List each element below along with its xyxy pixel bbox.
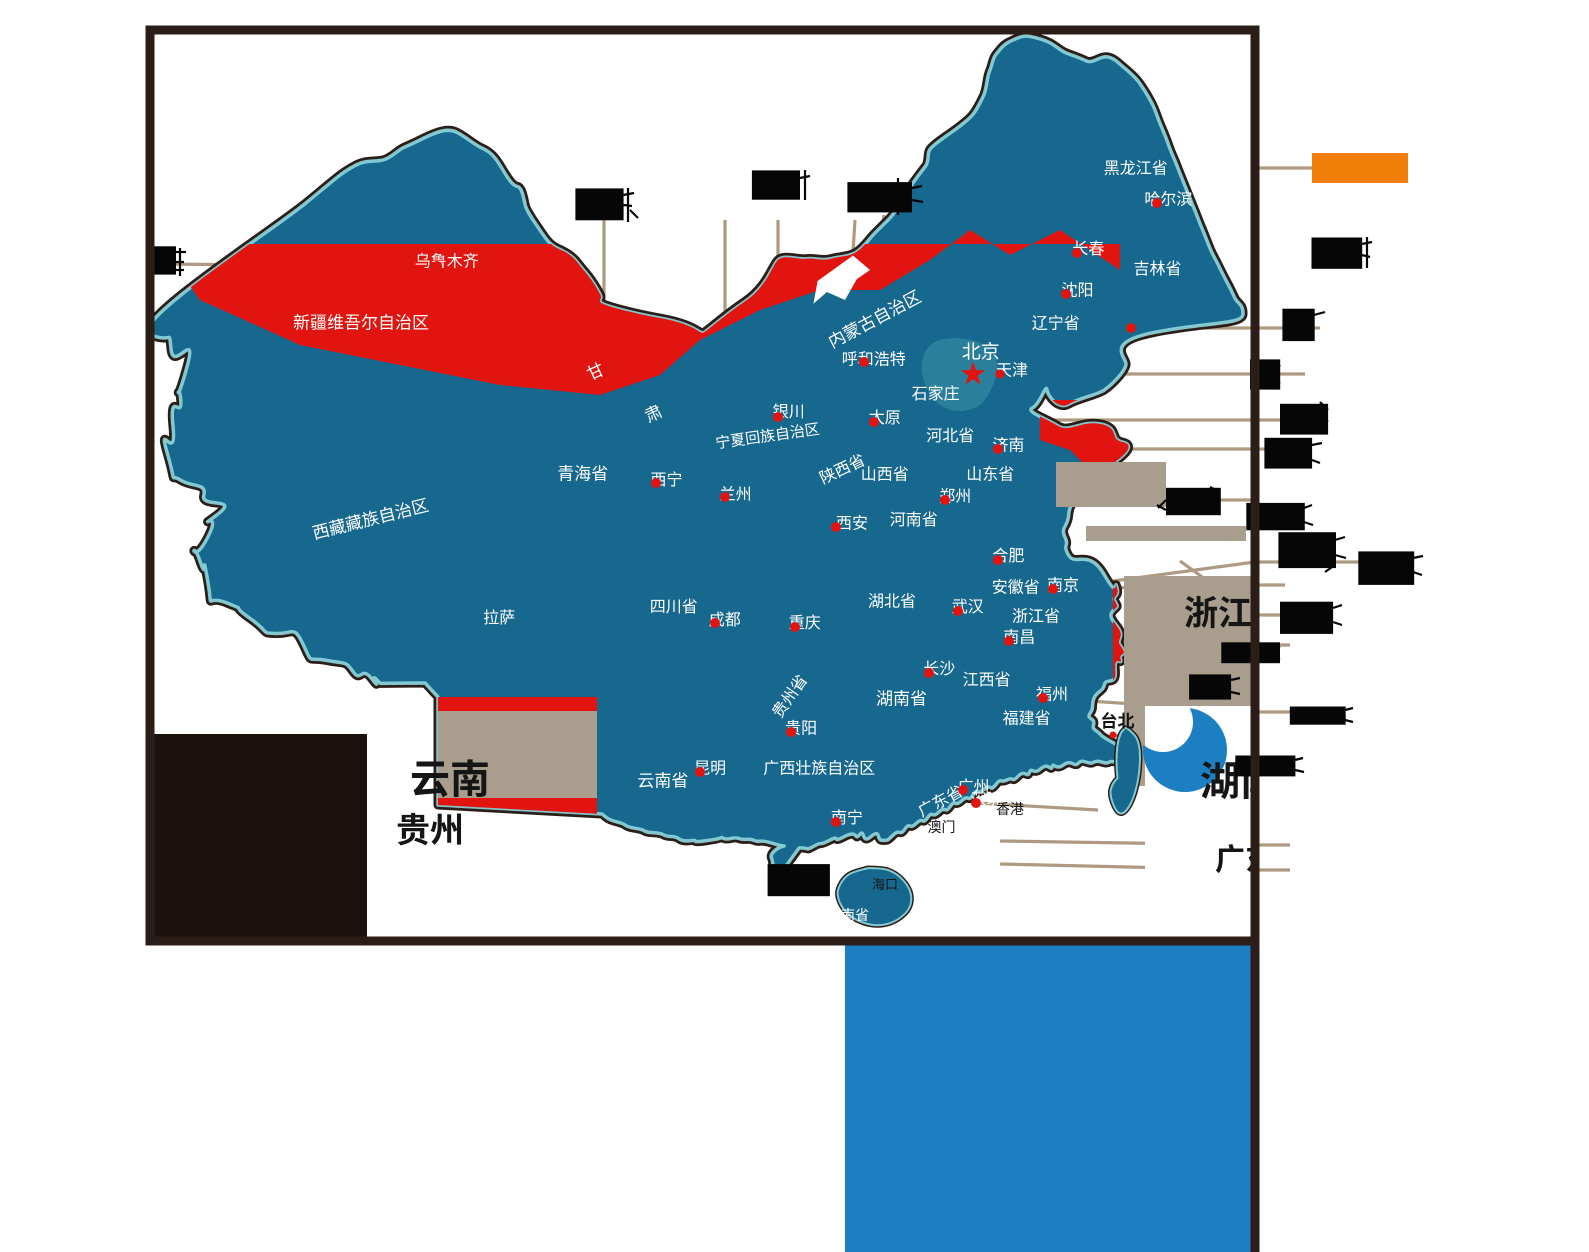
- svg-text:拉萨: 拉萨: [483, 604, 515, 628]
- svg-text:乌鲁木齐: 乌鲁木齐: [415, 248, 479, 272]
- svg-text:四川省: 四川省: [650, 593, 698, 617]
- svg-text:广东: 广东: [1215, 835, 1275, 879]
- svg-text:青海省: 青海省: [557, 460, 608, 485]
- svg-text:西安: 西安: [836, 509, 868, 533]
- svg-text:黑龙江省: 黑龙江省: [1104, 154, 1168, 178]
- svg-text:香港: 香港: [996, 799, 1024, 819]
- svg-text:山西省: 山西省: [861, 461, 909, 485]
- svg-text:哈尔滨: 哈尔滨: [1144, 186, 1192, 210]
- svg-text:海口: 海口: [872, 874, 898, 893]
- svg-text:海南省: 海南省: [827, 905, 869, 925]
- svg-text:河南省: 河南省: [890, 506, 938, 530]
- svg-text:湖北省: 湖北省: [868, 587, 916, 611]
- svg-text:澳门: 澳门: [928, 817, 956, 837]
- svg-text:石家庄: 石家庄: [912, 380, 960, 404]
- svg-text:台北: 台北: [1101, 707, 1135, 732]
- svg-text:广西壮族自治区: 广西壮族自治区: [763, 755, 875, 779]
- svg-text:云南省: 云南省: [637, 767, 688, 792]
- svg-text:湖南省: 湖南省: [876, 685, 927, 710]
- svg-text:辽宁省: 辽宁省: [1032, 309, 1080, 333]
- svg-text:新疆维吾尔自治区: 新疆维吾尔自治区: [293, 308, 429, 333]
- svg-text:河北省: 河北省: [926, 422, 974, 446]
- svg-text:贵州: 贵州: [396, 803, 464, 852]
- svg-text:福建省: 福建省: [1003, 704, 1051, 728]
- svg-text:★: ★: [960, 354, 986, 391]
- svg-text:浙江: 浙江: [1184, 586, 1252, 635]
- svg-text:安徽省: 安徽省: [992, 574, 1040, 598]
- svg-text:江西省: 江西省: [963, 666, 1011, 690]
- svg-text:呼和浩特: 呼和浩特: [842, 346, 906, 370]
- svg-text:云南: 云南: [410, 747, 490, 805]
- svg-text:吉林省: 吉林省: [1133, 255, 1181, 279]
- svg-text:山东省: 山东省: [966, 461, 1014, 485]
